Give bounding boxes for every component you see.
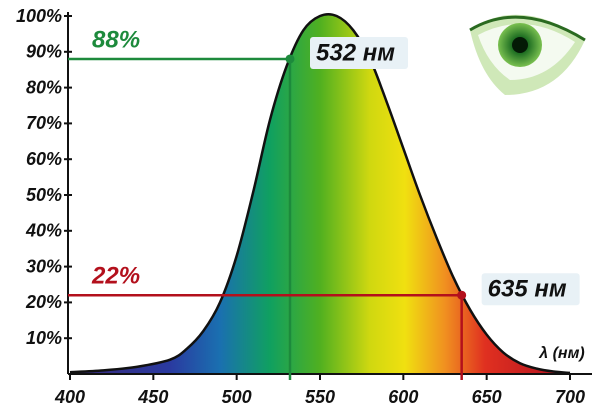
y-tick-label: 80% <box>26 77 62 97</box>
x-tick-label: 500 <box>222 387 252 407</box>
y-tick-label: 10% <box>26 328 62 348</box>
y-tick-label: 50% <box>26 185 62 205</box>
marker-x-label: 532 нм <box>316 39 395 66</box>
eye-icon <box>469 14 586 95</box>
area-fill <box>70 14 570 375</box>
marker-x-label-box <box>310 36 408 69</box>
x-tick-label: 550 <box>305 387 335 407</box>
x-axis-label: λ (нм) <box>538 345 585 362</box>
y-tick-label: 40% <box>25 221 62 241</box>
marker-x-label-box <box>481 273 580 306</box>
x-tick-label: 450 <box>137 387 168 407</box>
curve <box>69 12 571 375</box>
x-tick-label: 600 <box>388 387 418 407</box>
marker-y-label: 88% <box>92 26 140 53</box>
marker-x-label: 635 нм <box>488 276 567 303</box>
x-tick-label: 400 <box>54 387 85 407</box>
y-tick-label: 30% <box>26 256 62 276</box>
y-tick-label: 20% <box>25 292 62 312</box>
x-tick-label: 700 <box>555 387 585 407</box>
y-tick-label: 60% <box>26 149 62 169</box>
marker-y-label: 22% <box>91 263 140 290</box>
marker-point <box>457 290 467 300</box>
marker-point <box>285 54 295 64</box>
x-tick-label: 650 <box>472 387 502 407</box>
y-tick-label: 100% <box>16 6 62 26</box>
y-tick-label: 70% <box>26 113 62 133</box>
y-tick-label: 90% <box>26 42 62 62</box>
